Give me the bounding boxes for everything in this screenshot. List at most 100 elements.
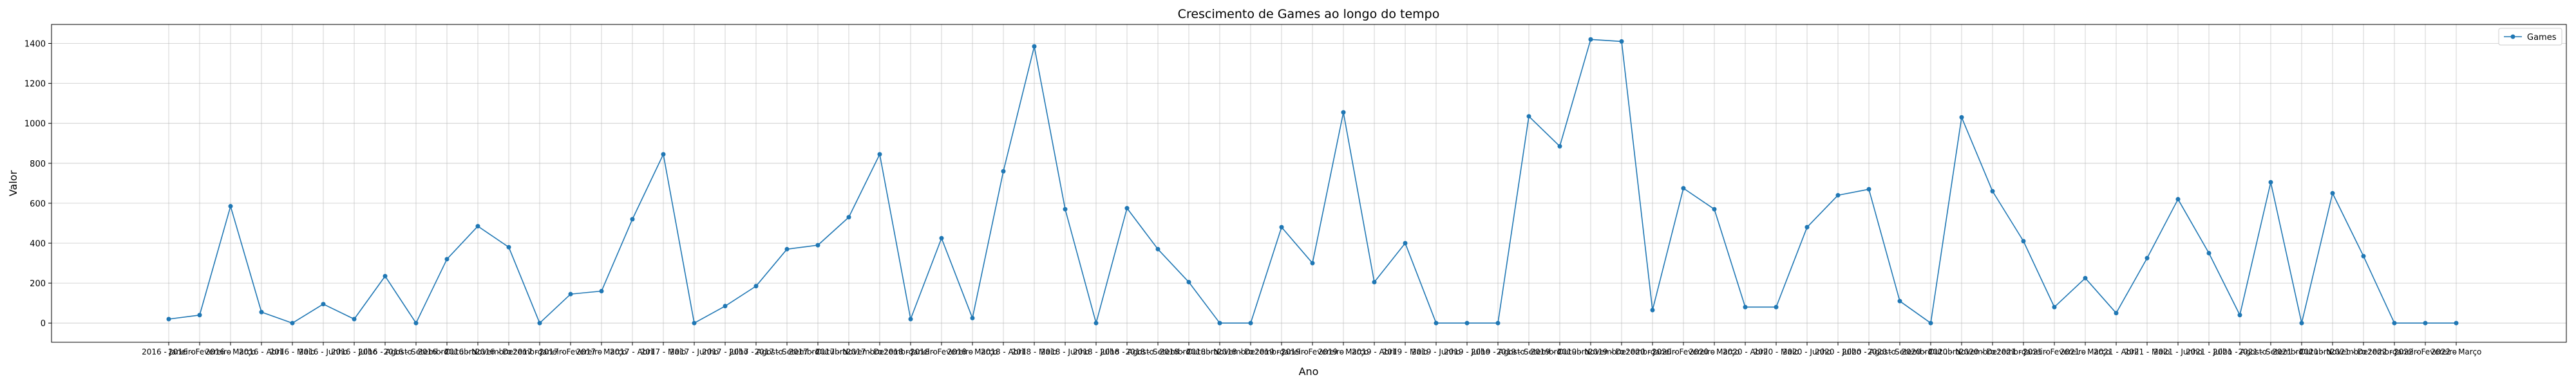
x-tick-label: 2017 - Março [576, 347, 627, 356]
data-point [2145, 255, 2150, 261]
x-tick-label: 2017 - Fevereiro [539, 347, 602, 356]
plot-frame [51, 24, 2567, 343]
x-tick-label: 2019 - Julho [1444, 347, 1490, 356]
data-point [1124, 206, 1130, 211]
x-tick-label: 2018 - Fevereiro [910, 347, 973, 356]
data-point [1279, 225, 1284, 230]
data-point [2423, 320, 2428, 326]
y-tick-label: 400 [30, 239, 46, 249]
x-tick-label: 2021 - Dezembro [2330, 347, 2397, 356]
data-point [1094, 320, 1099, 326]
x-tick-label: 2016 - Fevereiro [168, 347, 231, 356]
x-tick-label: 2020 - Outubro [1901, 347, 1960, 356]
x-tick-label: 2017 - Setembro [755, 347, 820, 356]
data-point [321, 302, 326, 307]
x-tick-label: 2019 - Abril [1352, 347, 1397, 356]
data-point [1464, 320, 1470, 326]
y-tick-label: 200 [30, 279, 46, 289]
data-point [1619, 39, 1624, 44]
x-tick-label: 2020 - Dezembro [1959, 347, 2026, 356]
y-tick-label: 600 [30, 199, 46, 209]
data-point [1063, 207, 1068, 212]
data-point [630, 217, 635, 222]
data-point [537, 320, 542, 326]
data-point [939, 235, 944, 241]
x-tick-label: 2016 - Maio [270, 347, 316, 356]
x-tick-label: 2020 - Janeiro [1625, 347, 1680, 356]
x-tick-label: 2019 - Março [1318, 347, 1369, 356]
data-point [2392, 320, 2397, 326]
data-point [383, 273, 388, 279]
x-tick-label: 2020 - Setembro [1868, 347, 1933, 356]
series-games [166, 37, 2459, 326]
x-tick-label: 2021 - Setembro [2239, 347, 2304, 356]
x-tick-label: 2019 - Fevereiro [1281, 347, 1344, 356]
x-tick-label: 2021 - Março [2060, 347, 2111, 356]
data-point [1897, 299, 1902, 304]
x-tick-label: 2016 - Setembro [384, 347, 449, 356]
x-tick-label: 2019 - Agosto [1471, 347, 1525, 356]
x-tick-label: 2016 - Novembro [444, 347, 512, 356]
legend-label-games: Games [2527, 33, 2557, 42]
legend: Games [2498, 28, 2562, 46]
x-tick-label: 2017 - Novembro [815, 347, 883, 356]
x-tick-label: 2017 - Maio [641, 347, 687, 356]
data-point [1588, 37, 1593, 42]
x-tick-label: 2020 - Junho [1783, 347, 1832, 356]
x-tick-label: 2017 - Outubro [788, 347, 848, 356]
data-point [2330, 190, 2335, 196]
x-tick-label: 2019 - Setembro [1497, 347, 1562, 356]
x-tick-label: 2020 - Fevereiro [1652, 347, 1715, 356]
data-point [1557, 143, 1562, 149]
data-point [568, 291, 573, 297]
x-tick-label: 2022 - Janeiro [2367, 347, 2421, 356]
data-point [290, 320, 295, 326]
x-tick-label: 2017 - Julho [702, 347, 748, 356]
data-point [1248, 320, 1253, 326]
x-tick-label: 2019 - Dezembro [1588, 347, 1655, 356]
data-point [753, 284, 759, 289]
data-point [1032, 44, 1037, 49]
data-point [846, 215, 851, 220]
data-point [661, 152, 666, 157]
legend-swatch-marker [2510, 34, 2515, 39]
data-point [784, 246, 790, 252]
x-tick-label: 2016 - Junho [299, 347, 348, 356]
x-tick-label: 2021 - Junho [2154, 347, 2202, 356]
data-point [723, 304, 728, 309]
data-point [970, 315, 975, 320]
x-axis-label: Ano [1299, 365, 1319, 378]
data-point [1341, 110, 1346, 115]
data-point [1434, 320, 1439, 326]
x-tick-label: 2017 - Janeiro [513, 347, 567, 356]
x-tick-label: 2018 - Outubro [1159, 347, 1218, 356]
y-tick-label: 800 [30, 160, 46, 169]
data-point [444, 257, 450, 262]
x-tick-label: 2018 - Maio [1012, 347, 1057, 356]
x-tick-label: 2018 - Setembro [1126, 347, 1191, 356]
data-point [2299, 320, 2304, 326]
data-point [877, 152, 882, 157]
data-point [1403, 241, 1408, 246]
data-point [1310, 261, 1315, 266]
data-point [2206, 251, 2211, 256]
y-axis-label: Valor [7, 170, 19, 196]
data-point [1743, 304, 1748, 309]
x-tick-label: 2018 - Agosto [1100, 347, 1154, 356]
x-tick-label: 2017 - Abril [610, 347, 655, 356]
data-point [1835, 192, 1841, 198]
data-point [1495, 320, 1501, 326]
data-point [2237, 313, 2242, 318]
legend-box [2498, 28, 2562, 46]
x-tick-label: 2018 - Junho [1041, 347, 1090, 356]
data-point [1372, 280, 1377, 285]
data-point [1959, 115, 1964, 120]
x-tick-label: 2017 - Agosto [729, 347, 783, 356]
data-point [2268, 179, 2273, 185]
data-point [1804, 225, 1810, 230]
data-point [228, 204, 233, 209]
x-tick-label: 2019 - Outubro [1530, 347, 1589, 356]
x-tick-label: 2019 - Maio [1383, 347, 1428, 356]
